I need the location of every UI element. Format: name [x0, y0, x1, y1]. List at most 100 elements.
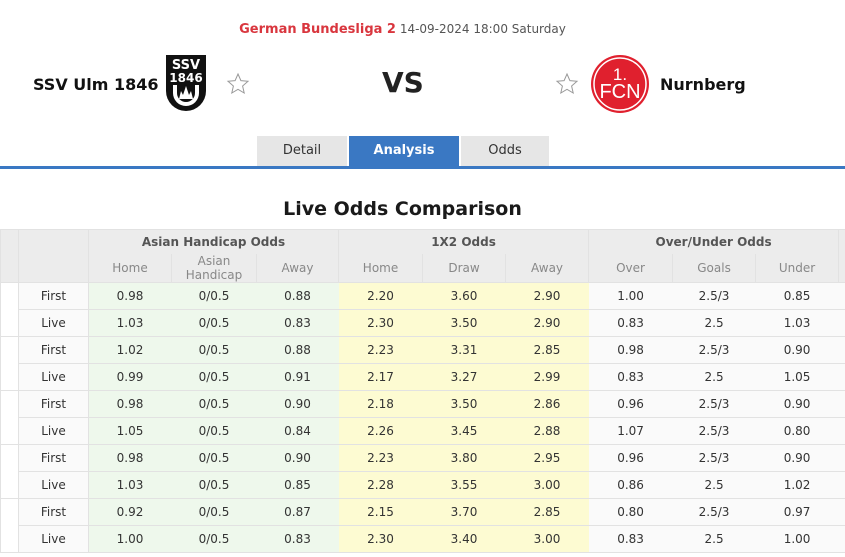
ah-odds-cell[interactable]: 0/0.5 [171, 416, 257, 445]
ah-odds-cell[interactable]: 0.83 [255, 524, 340, 553]
ah-odds-cell[interactable]: 0/0.5 [171, 443, 257, 472]
tab-odds[interactable]: Odds [461, 136, 549, 166]
x12-odds-cell[interactable]: 3.00 [505, 470, 590, 499]
ah-odds-cell[interactable]: 1.00 [88, 524, 172, 553]
ou-odds-cell[interactable]: 1.00 [755, 524, 840, 553]
ah-odds-cell[interactable]: 1.03 [88, 470, 172, 499]
x12-odds-cell[interactable]: 2.90 [505, 308, 590, 337]
star-outline-icon[interactable] [226, 72, 250, 96]
home-team-logo[interactable]: SSV 1846 [164, 53, 208, 113]
x12-odds-cell[interactable]: 2.20 [338, 281, 424, 310]
ah-odds-cell[interactable]: 0.98 [88, 389, 172, 418]
ou-odds-cell[interactable]: 0.96 [588, 443, 674, 472]
ah-odds-cell[interactable]: 1.05 [88, 416, 172, 445]
x12-odds-cell[interactable]: 3.00 [505, 524, 590, 553]
table-row[interactable]: First 0.98 0/0.5 0.90 2.18 3.50 2.86 0.96 2.5/3 0… [0, 389, 845, 445]
x12-odds-cell[interactable]: 2.26 [338, 416, 424, 445]
x12-odds-cell[interactable]: 2.23 [338, 443, 424, 472]
x12-odds-cell[interactable]: 2.85 [505, 497, 590, 526]
x12-odds-cell[interactable]: 3.27 [422, 362, 507, 391]
x12-odds-cell[interactable]: 3.45 [422, 416, 507, 445]
ou-odds-cell[interactable]: 1.03 [755, 308, 840, 337]
ah-odds-cell[interactable]: 0.85 [255, 470, 340, 499]
ou-odds-cell[interactable]: 2.5 [672, 470, 757, 499]
tab-analysis[interactable]: Analysis [349, 136, 459, 166]
league-name[interactable]: German Bundesliga 2 [239, 22, 396, 37]
x12-odds-cell[interactable]: 2.90 [505, 281, 590, 310]
ou-odds-cell[interactable]: 2.5/3 [672, 497, 757, 526]
table-row[interactable]: Live 1.03 0/0.5 0.85 2.28 3.55 3.00 0.86 2.5 1.02 [1, 470, 845, 499]
ah-odds-cell[interactable]: 0.92 [88, 497, 172, 526]
ou-odds-cell[interactable]: 2.5 [672, 362, 757, 391]
ou-odds-cell[interactable]: 0.83 [588, 362, 674, 391]
x12-odds-cell[interactable]: 2.28 [338, 470, 424, 499]
ou-odds-cell[interactable]: 0.97 [755, 497, 840, 526]
ah-odds-cell[interactable]: 0/0.5 [171, 470, 257, 499]
ou-odds-cell[interactable]: 2.5/3 [672, 335, 757, 364]
x12-odds-cell[interactable]: 3.50 [422, 308, 507, 337]
ah-odds-cell[interactable]: 0.91 [255, 362, 340, 391]
x12-odds-cell[interactable]: 2.18 [338, 389, 424, 418]
x12-odds-cell[interactable]: 2.30 [338, 524, 424, 553]
ah-odds-cell[interactable]: 0.84 [255, 416, 340, 445]
x12-odds-cell[interactable]: 2.30 [338, 308, 424, 337]
x12-odds-cell[interactable]: 3.50 [422, 389, 507, 418]
x12-odds-cell[interactable]: 2.15 [338, 497, 424, 526]
table-row[interactable]: Live 1.05 0/0.5 0.84 2.26 3.45 2.88 1.07 2.5/3 0.… [1, 416, 845, 445]
ah-odds-cell[interactable]: 1.03 [88, 308, 172, 337]
table-row[interactable]: First 0.98 0/0.5 0.90 2.23 3.80 2.95 0.96 2.5/3 0… [0, 443, 845, 499]
ah-odds-cell[interactable]: 0.98 [88, 443, 172, 472]
ou-odds-cell[interactable]: 2.5 [672, 524, 757, 553]
x12-odds-cell[interactable]: 2.23 [338, 335, 424, 364]
ou-odds-cell[interactable]: 1.02 [755, 470, 840, 499]
x12-odds-cell[interactable]: 2.17 [338, 362, 424, 391]
ah-odds-cell[interactable]: 0.87 [255, 497, 340, 526]
ah-odds-cell[interactable]: 0.99 [88, 362, 172, 391]
ou-odds-cell[interactable]: 2.5/3 [672, 443, 757, 472]
ou-odds-cell[interactable]: 2.5/3 [672, 389, 757, 418]
x12-odds-cell[interactable]: 3.70 [422, 497, 507, 526]
ou-odds-cell[interactable]: 2.5/3 [672, 281, 757, 310]
ou-odds-cell[interactable]: 0.90 [755, 389, 840, 418]
ou-odds-cell[interactable]: 0.80 [588, 497, 674, 526]
ah-odds-cell[interactable]: 0/0.5 [171, 335, 257, 364]
ou-odds-cell[interactable]: 0.90 [755, 335, 840, 364]
x12-odds-cell[interactable]: 2.86 [505, 389, 590, 418]
ah-odds-cell[interactable]: 0/0.5 [171, 281, 257, 310]
ah-odds-cell[interactable]: 0/0.5 [171, 497, 257, 526]
away-team-logo[interactable]: 1. FCN [590, 54, 650, 114]
ah-odds-cell[interactable]: 0.98 [88, 281, 172, 310]
ah-odds-cell[interactable]: 0.88 [255, 281, 340, 310]
table-row[interactable]: First 0.92 0/0.5 0.87 2.15 3.70 2.85 0.80 2.5/3 0… [0, 497, 845, 553]
x12-odds-cell[interactable]: 3.40 [422, 524, 507, 553]
ou-odds-cell[interactable]: 1.05 [755, 362, 840, 391]
star-outline-icon[interactable] [555, 72, 579, 96]
table-row[interactable]: Live 1.00 0/0.5 0.83 2.30 3.40 3.00 0.83 2.5 1.00 [1, 524, 845, 553]
ah-odds-cell[interactable]: 0/0.5 [171, 362, 257, 391]
ah-odds-cell[interactable]: 0/0.5 [171, 308, 257, 337]
ah-odds-cell[interactable]: 0/0.5 [171, 389, 257, 418]
x12-odds-cell[interactable]: 2.88 [505, 416, 590, 445]
x12-odds-cell[interactable]: 3.55 [422, 470, 507, 499]
ah-odds-cell[interactable]: 0.90 [255, 389, 340, 418]
ou-odds-cell[interactable]: 0.86 [588, 470, 674, 499]
away-team-name[interactable]: Nurnberg [660, 75, 746, 94]
ah-odds-cell[interactable]: 1.02 [88, 335, 172, 364]
ou-odds-cell[interactable]: 0.90 [755, 443, 840, 472]
x12-odds-cell[interactable]: 3.60 [422, 281, 507, 310]
ou-odds-cell[interactable]: 2.5/3 [672, 416, 757, 445]
ah-odds-cell[interactable]: 0.83 [255, 308, 340, 337]
table-row[interactable]: Live 1.03 0/0.5 0.83 2.30 3.50 2.90 0.83 2.5 1.03 [1, 308, 845, 337]
ou-odds-cell[interactable]: 0.83 [588, 308, 674, 337]
x12-odds-cell[interactable]: 3.31 [422, 335, 507, 364]
ou-odds-cell[interactable]: 0.96 [588, 389, 674, 418]
tab-detail[interactable]: Detail [257, 136, 347, 166]
ah-odds-cell[interactable]: 0.88 [255, 335, 340, 364]
ou-odds-cell[interactable]: 1.07 [588, 416, 674, 445]
x12-odds-cell[interactable]: 2.95 [505, 443, 590, 472]
ou-odds-cell[interactable]: 0.85 [755, 281, 840, 310]
ah-odds-cell[interactable]: 0.90 [255, 443, 340, 472]
ou-odds-cell[interactable]: 2.5 [672, 308, 757, 337]
ah-odds-cell[interactable]: 0/0.5 [171, 524, 257, 553]
ou-odds-cell[interactable]: 0.80 [755, 416, 840, 445]
